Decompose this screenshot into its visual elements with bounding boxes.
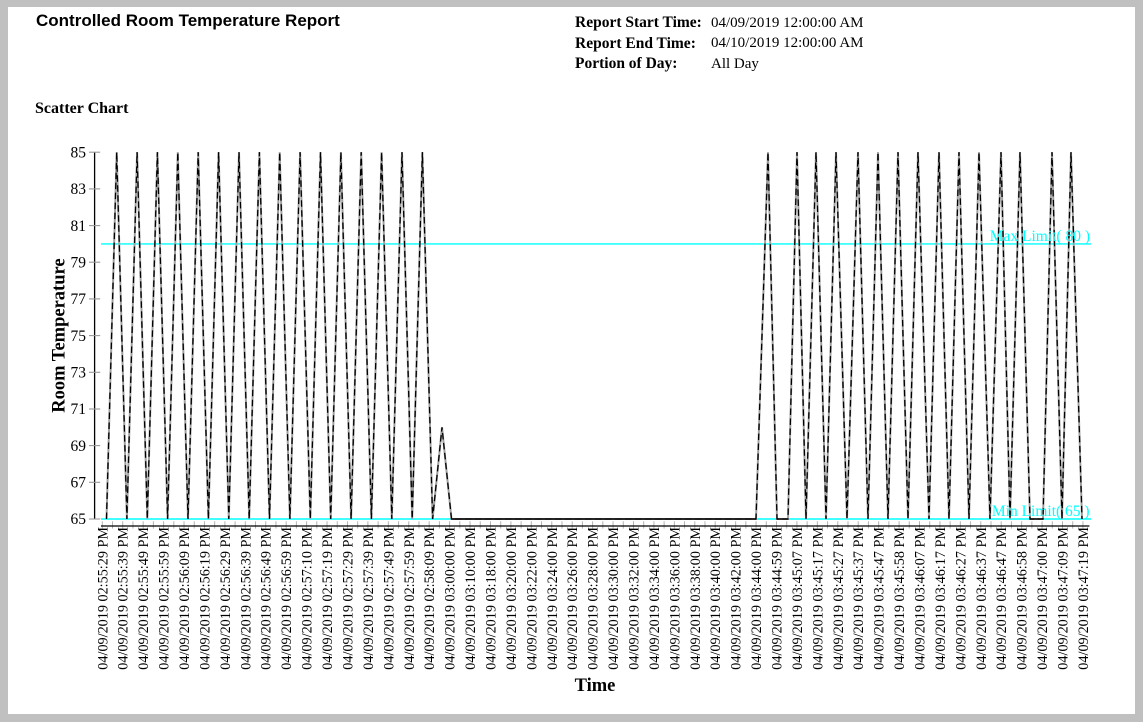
svg-text:04/09/2019 02:57:39 PM: 04/09/2019 02:57:39 PM xyxy=(361,527,377,670)
svg-text:04/09/2019 02:56:29 PM: 04/09/2019 02:56:29 PM xyxy=(218,527,234,670)
svg-text:04/09/2019 03:38:00 PM: 04/09/2019 03:38:00 PM xyxy=(688,527,704,670)
svg-text:04/09/2019 03:45:27 PM: 04/09/2019 03:45:27 PM xyxy=(831,527,847,670)
svg-text:83: 83 xyxy=(71,181,87,198)
svg-text:Max Limit( 80 ): Max Limit( 80 ) xyxy=(990,228,1090,245)
svg-text:04/09/2019 03:45:17 PM: 04/09/2019 03:45:17 PM xyxy=(810,527,826,670)
svg-text:04/09/2019 02:55:39 PM: 04/09/2019 02:55:39 PM xyxy=(116,527,132,670)
svg-text:04/09/2019 03:46:17 PM: 04/09/2019 03:46:17 PM xyxy=(933,527,949,670)
svg-text:04/09/2019 03:32:00 PM: 04/09/2019 03:32:00 PM xyxy=(626,527,642,670)
svg-text:04/09/2019 02:57:19 PM: 04/09/2019 02:57:19 PM xyxy=(320,527,336,670)
svg-text:04/09/2019 03:20:00 PM: 04/09/2019 03:20:00 PM xyxy=(504,527,520,670)
svg-text:04/09/2019 03:22:00 PM: 04/09/2019 03:22:00 PM xyxy=(524,527,540,670)
svg-text:65: 65 xyxy=(71,511,87,528)
svg-text:04/09/2019 02:57:10 PM: 04/09/2019 02:57:10 PM xyxy=(300,527,316,670)
svg-text:04/09/2019 02:56:49 PM: 04/09/2019 02:56:49 PM xyxy=(259,527,275,670)
svg-text:04/09/2019 02:56:39 PM: 04/09/2019 02:56:39 PM xyxy=(238,527,254,670)
svg-text:79: 79 xyxy=(71,254,87,271)
svg-text:Room Temperature: Room Temperature xyxy=(50,258,70,412)
svg-text:04/09/2019 03:36:00 PM: 04/09/2019 03:36:00 PM xyxy=(667,527,683,670)
svg-text:04/09/2019 03:26:00 PM: 04/09/2019 03:26:00 PM xyxy=(565,527,581,670)
svg-text:71: 71 xyxy=(71,401,87,418)
svg-text:04/09/2019 03:45:58 PM: 04/09/2019 03:45:58 PM xyxy=(892,527,908,670)
svg-text:04/09/2019 03:47:00 PM: 04/09/2019 03:47:00 PM xyxy=(1035,527,1051,670)
svg-text:04/09/2019 03:47:09 PM: 04/09/2019 03:47:09 PM xyxy=(1056,527,1072,670)
svg-text:04/09/2019 03:45:47 PM: 04/09/2019 03:45:47 PM xyxy=(872,527,888,670)
svg-text:04/09/2019 02:55:49 PM: 04/09/2019 02:55:49 PM xyxy=(136,527,152,670)
svg-text:04/09/2019 03:18:00 PM: 04/09/2019 03:18:00 PM xyxy=(483,527,499,670)
svg-text:Min Limit( 65 ): Min Limit( 65 ) xyxy=(992,503,1090,520)
svg-text:04/09/2019 03:46:27 PM: 04/09/2019 03:46:27 PM xyxy=(953,527,969,670)
svg-text:04/09/2019 02:55:59 PM: 04/09/2019 02:55:59 PM xyxy=(157,527,173,670)
svg-text:04/09/2019 02:56:19 PM: 04/09/2019 02:56:19 PM xyxy=(197,527,213,670)
svg-text:04/09/2019 02:58:09 PM: 04/09/2019 02:58:09 PM xyxy=(422,527,438,670)
svg-text:04/09/2019 03:28:00 PM: 04/09/2019 03:28:00 PM xyxy=(586,527,602,670)
svg-text:04/09/2019 03:10:00 PM: 04/09/2019 03:10:00 PM xyxy=(463,527,479,670)
svg-text:04/09/2019 02:56:59 PM: 04/09/2019 02:56:59 PM xyxy=(279,527,295,670)
svg-text:04/09/2019 02:56:09 PM: 04/09/2019 02:56:09 PM xyxy=(177,527,193,670)
svg-text:04/09/2019 03:40:00 PM: 04/09/2019 03:40:00 PM xyxy=(708,527,724,670)
svg-text:85: 85 xyxy=(71,144,87,161)
svg-text:04/09/2019 03:44:00 PM: 04/09/2019 03:44:00 PM xyxy=(749,527,765,670)
svg-text:04/09/2019 03:00:00 PM: 04/09/2019 03:00:00 PM xyxy=(443,527,459,670)
svg-text:04/09/2019 03:47:19 PM: 04/09/2019 03:47:19 PM xyxy=(1076,527,1092,670)
svg-text:73: 73 xyxy=(71,365,87,382)
svg-text:04/09/2019 03:44:59 PM: 04/09/2019 03:44:59 PM xyxy=(769,527,785,670)
svg-text:81: 81 xyxy=(71,218,87,235)
svg-text:04/09/2019 03:46:37 PM: 04/09/2019 03:46:37 PM xyxy=(974,527,990,670)
svg-text:04/09/2019 02:57:29 PM: 04/09/2019 02:57:29 PM xyxy=(340,527,356,670)
svg-text:04/09/2019 02:57:49 PM: 04/09/2019 02:57:49 PM xyxy=(381,527,397,670)
svg-text:04/09/2019 02:55:29 PM: 04/09/2019 02:55:29 PM xyxy=(95,527,111,670)
svg-text:69: 69 xyxy=(71,438,87,455)
svg-text:Time: Time xyxy=(575,676,616,696)
svg-text:04/09/2019 03:42:00 PM: 04/09/2019 03:42:00 PM xyxy=(729,527,745,670)
svg-text:04/09/2019 03:46:58 PM: 04/09/2019 03:46:58 PM xyxy=(1015,527,1031,670)
svg-text:04/09/2019 03:30:00 PM: 04/09/2019 03:30:00 PM xyxy=(606,527,622,670)
svg-text:04/09/2019 03:45:37 PM: 04/09/2019 03:45:37 PM xyxy=(851,527,867,670)
svg-text:04/09/2019 03:46:47 PM: 04/09/2019 03:46:47 PM xyxy=(994,527,1010,670)
svg-text:67: 67 xyxy=(71,475,87,492)
svg-text:04/09/2019 02:57:59 PM: 04/09/2019 02:57:59 PM xyxy=(402,527,418,670)
svg-text:04/09/2019 03:45:07 PM: 04/09/2019 03:45:07 PM xyxy=(790,527,806,670)
svg-text:04/09/2019 03:34:00 PM: 04/09/2019 03:34:00 PM xyxy=(647,527,663,670)
svg-text:04/09/2019 03:24:00 PM: 04/09/2019 03:24:00 PM xyxy=(545,527,561,670)
svg-text:75: 75 xyxy=(71,328,87,345)
svg-text:77: 77 xyxy=(71,291,87,308)
svg-text:04/09/2019 03:46:07 PM: 04/09/2019 03:46:07 PM xyxy=(913,527,929,670)
